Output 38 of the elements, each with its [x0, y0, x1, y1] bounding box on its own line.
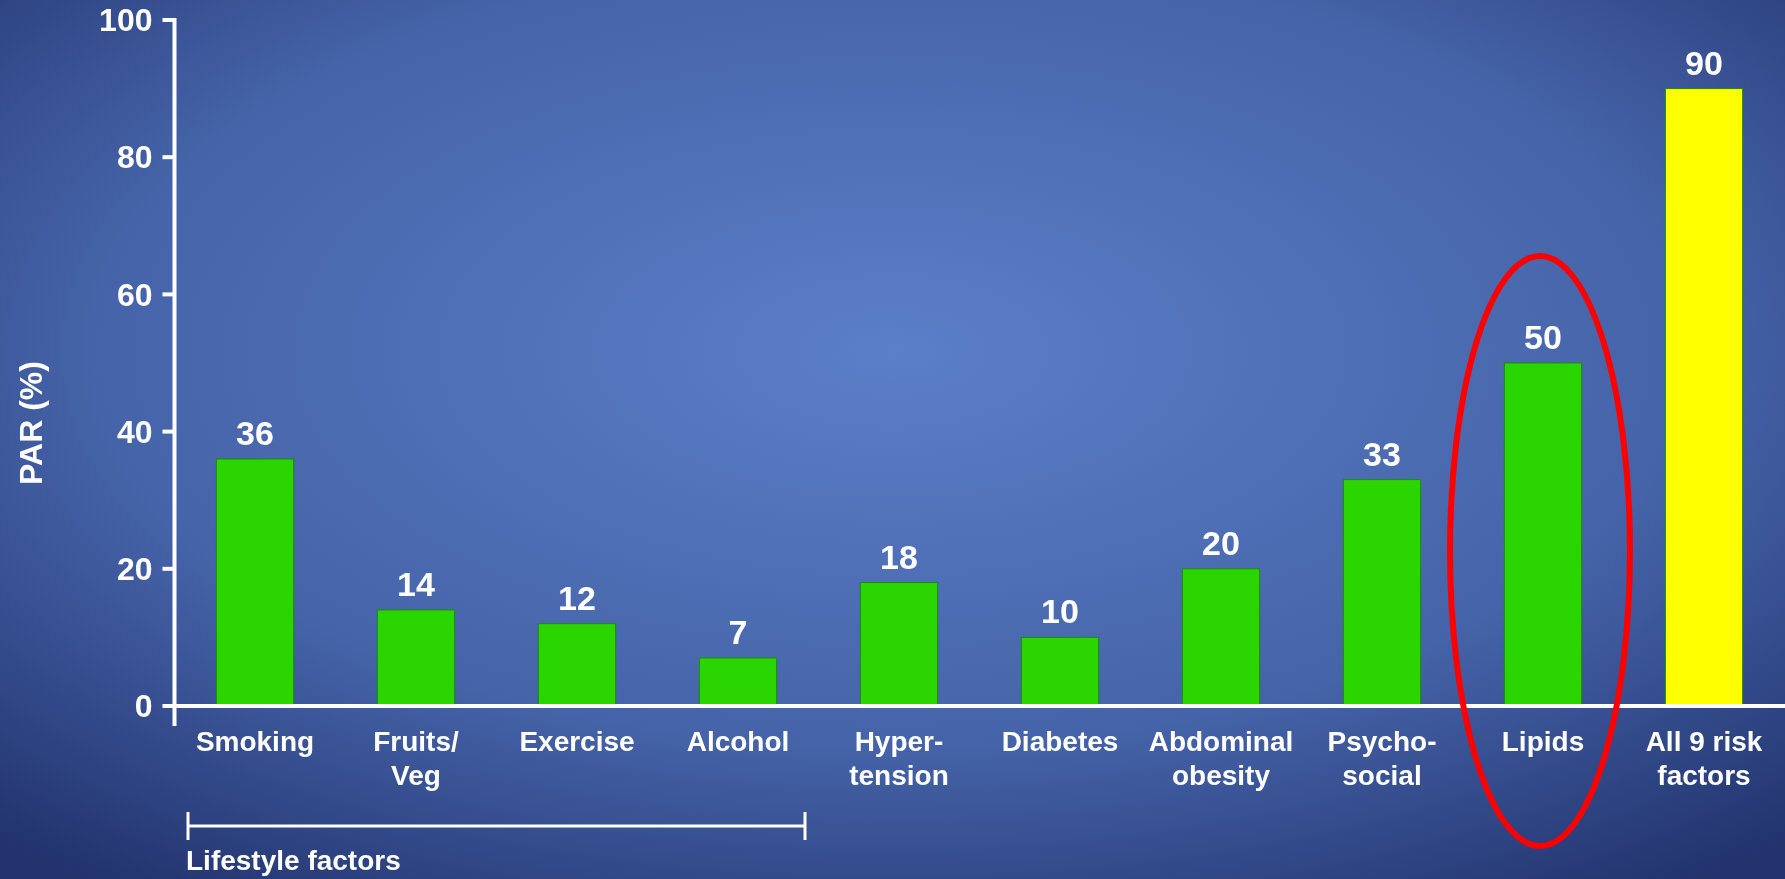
x-tick-label: Exercise: [519, 726, 635, 757]
y-tick-label: 60: [116, 276, 153, 313]
bar: [1664, 88, 1744, 707]
x-tick-label: Abdominal obesity: [1148, 726, 1294, 791]
bar: [698, 657, 778, 707]
y-axis-title: PAR (%): [13, 361, 49, 485]
bar: [1503, 362, 1583, 707]
bar: [537, 623, 617, 707]
y-tick-label: 0: [134, 688, 153, 725]
data-label: 33: [1363, 434, 1401, 473]
bar: [376, 609, 456, 707]
bar: [859, 582, 939, 707]
bar: [215, 458, 295, 707]
data-label: 14: [397, 564, 435, 603]
x-tick-label: Hyper- tension: [849, 726, 949, 791]
data-label: 20: [1202, 523, 1240, 562]
x-tick-label: Lipids: [1501, 726, 1585, 757]
y-tick-label: 20: [116, 551, 153, 587]
data-label: 18: [880, 537, 918, 576]
data-label: 90: [1685, 43, 1723, 82]
bar: [1342, 479, 1422, 707]
data-label: 7: [728, 612, 748, 651]
bar: [1020, 636, 1100, 707]
data-label: 12: [558, 578, 596, 617]
data-label: 10: [1041, 592, 1079, 631]
x-tick-label: Fruits/ Veg: [373, 726, 459, 791]
x-tick-label: All 9 risk factors: [1645, 726, 1763, 791]
x-tick-label: Diabetes: [1001, 726, 1119, 757]
y-tick-label: 40: [116, 413, 153, 450]
data-label: 36: [236, 414, 274, 453]
y-tick-label: 100: [99, 2, 153, 39]
x-tick-label: Smoking: [195, 726, 315, 757]
x-tick-label: Psycho- social: [1327, 726, 1437, 791]
y-tick-label: 80: [116, 139, 153, 176]
x-tick-label: Alcohol: [686, 726, 790, 757]
bar: [1181, 568, 1261, 707]
data-label: 50: [1524, 318, 1562, 356]
text: Lifestyle factors: [186, 845, 401, 876]
